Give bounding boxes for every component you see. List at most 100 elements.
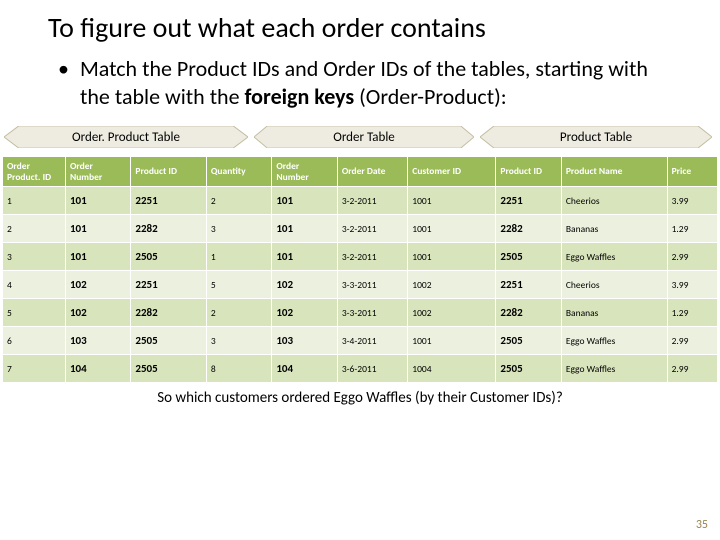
cell-cust: 1002 xyxy=(408,271,496,299)
col-op-productid: Product ID xyxy=(131,157,207,187)
cell-id: 1 xyxy=(3,187,66,215)
cell-pid2: 2505 xyxy=(496,355,561,383)
cell-price: 2.99 xyxy=(667,243,717,271)
cell-onum: 102 xyxy=(65,271,130,299)
cell-price: 1.29 xyxy=(667,299,717,327)
table-header-row: Order Product. ID Order Number Product I… xyxy=(3,157,718,187)
cell-date: 3-4-2011 xyxy=(337,327,407,355)
table-row: 2101228231013-2-201110012282Bananas1.29 xyxy=(3,215,718,243)
cell-qty: 2 xyxy=(206,299,271,327)
cell-pid2: 2251 xyxy=(496,271,561,299)
order-label-text: Order Table xyxy=(333,130,395,145)
cell-pname: Cheerios xyxy=(561,271,667,299)
cell-qty: 1 xyxy=(206,243,271,271)
slide-number: 35 xyxy=(696,518,708,532)
table-row: 6103250531033-4-201110012505Eggo Waffles… xyxy=(3,327,718,355)
col-p-name: Product Name xyxy=(561,157,667,187)
cell-date: 3-6-2011 xyxy=(337,355,407,383)
orderproduct-label-text: Order. Product Table xyxy=(72,130,180,145)
col-op-qty: Quantity xyxy=(206,157,271,187)
cell-pname: Bananas xyxy=(561,299,667,327)
cell-pid2: 2282 xyxy=(496,215,561,243)
order-table-label: Order Table xyxy=(254,126,474,148)
cell-pname: Cheerios xyxy=(561,187,667,215)
cell-id: 2 xyxy=(3,215,66,243)
cell-id: 4 xyxy=(3,271,66,299)
col-op-id: Order Product. ID xyxy=(3,157,66,187)
cell-pname: Eggo Waffles xyxy=(561,243,667,271)
cell-id: 3 xyxy=(3,243,66,271)
cell-date: 3-2-2011 xyxy=(337,187,407,215)
cell-onum2: 101 xyxy=(272,215,337,243)
product-label-text: Product Table xyxy=(560,130,632,145)
cell-onum: 101 xyxy=(65,215,130,243)
cell-pid: 2505 xyxy=(131,243,207,271)
cell-onum2: 104 xyxy=(272,355,337,383)
col-o-customer: Customer ID xyxy=(408,157,496,187)
question-text: So which customers ordered Eggo Waffles … xyxy=(0,389,720,407)
bullet-block: Match the Product IDs and Order IDs of t… xyxy=(0,51,720,110)
cell-qty: 3 xyxy=(206,215,271,243)
page-title: To figure out what each order contains xyxy=(0,0,720,51)
cell-cust: 1004 xyxy=(408,355,496,383)
cell-cust: 1001 xyxy=(408,187,496,215)
table-row: 1101225121013-2-201110012251Cheerios3.99 xyxy=(3,187,718,215)
cell-pname: Bananas xyxy=(561,215,667,243)
cell-onum: 104 xyxy=(65,355,130,383)
table-row: 7104250581043-6-201110042505Eggo Waffles… xyxy=(3,355,718,383)
cell-cust: 1002 xyxy=(408,299,496,327)
cell-pid2: 2505 xyxy=(496,327,561,355)
cell-id: 5 xyxy=(3,299,66,327)
col-o-ordernum: Order Number xyxy=(272,157,337,187)
table-row: 5102228221023-3-201110022282Bananas1.29 xyxy=(3,299,718,327)
cell-onum2: 103 xyxy=(272,327,337,355)
orderproduct-table-label: Order. Product Table xyxy=(4,126,248,148)
cell-price: 2.99 xyxy=(667,355,717,383)
cell-pid2: 2505 xyxy=(496,243,561,271)
col-p-id: Product ID xyxy=(496,157,561,187)
product-table-label: Product Table xyxy=(480,126,712,148)
cell-pname: Eggo Waffles xyxy=(561,355,667,383)
cell-onum: 102 xyxy=(65,299,130,327)
cell-date: 3-3-2011 xyxy=(337,271,407,299)
cell-pid: 2282 xyxy=(131,299,207,327)
col-op-ordernum: Order Number xyxy=(65,157,130,187)
cell-price: 1.29 xyxy=(667,215,717,243)
col-p-price: Price xyxy=(667,157,717,187)
cell-onum2: 101 xyxy=(272,187,337,215)
bullet-item: Match the Product IDs and Order IDs of t… xyxy=(56,55,680,110)
cell-cust: 1001 xyxy=(408,327,496,355)
cell-cust: 1001 xyxy=(408,215,496,243)
cell-id: 7 xyxy=(3,355,66,383)
cell-onum: 101 xyxy=(65,187,130,215)
cell-pid: 2505 xyxy=(131,355,207,383)
cell-pid: 2251 xyxy=(131,187,207,215)
cell-price: 3.99 xyxy=(667,271,717,299)
cell-qty: 5 xyxy=(206,271,271,299)
cell-qty: 8 xyxy=(206,355,271,383)
cell-date: 3-3-2011 xyxy=(337,299,407,327)
cell-cust: 1001 xyxy=(408,243,496,271)
cell-onum: 101 xyxy=(65,243,130,271)
cell-id: 6 xyxy=(3,327,66,355)
cell-price: 3.99 xyxy=(667,187,717,215)
joined-table: Order Product. ID Order Number Product I… xyxy=(2,156,718,383)
cell-qty: 3 xyxy=(206,327,271,355)
col-o-date: Order Date xyxy=(337,157,407,187)
bullet-post: (Order-Product): xyxy=(354,83,506,110)
bullet-bold: foreign keys xyxy=(245,83,355,110)
table-body: 1101225121013-2-201110012251Cheerios3.99… xyxy=(3,187,718,383)
cell-pid: 2251 xyxy=(131,271,207,299)
cell-onum2: 101 xyxy=(272,243,337,271)
cell-qty: 2 xyxy=(206,187,271,215)
cell-date: 3-2-2011 xyxy=(337,243,407,271)
cell-date: 3-2-2011 xyxy=(337,215,407,243)
cell-pid2: 2251 xyxy=(496,187,561,215)
cell-pname: Eggo Waffles xyxy=(561,327,667,355)
cell-pid: 2505 xyxy=(131,327,207,355)
cell-price: 2.99 xyxy=(667,327,717,355)
table-row: 4102225151023-3-201110022251Cheerios3.99 xyxy=(3,271,718,299)
cell-pid2: 2282 xyxy=(496,299,561,327)
cell-pid: 2282 xyxy=(131,215,207,243)
section-labels-row: Order. Product Table Order Table Product… xyxy=(0,124,720,150)
